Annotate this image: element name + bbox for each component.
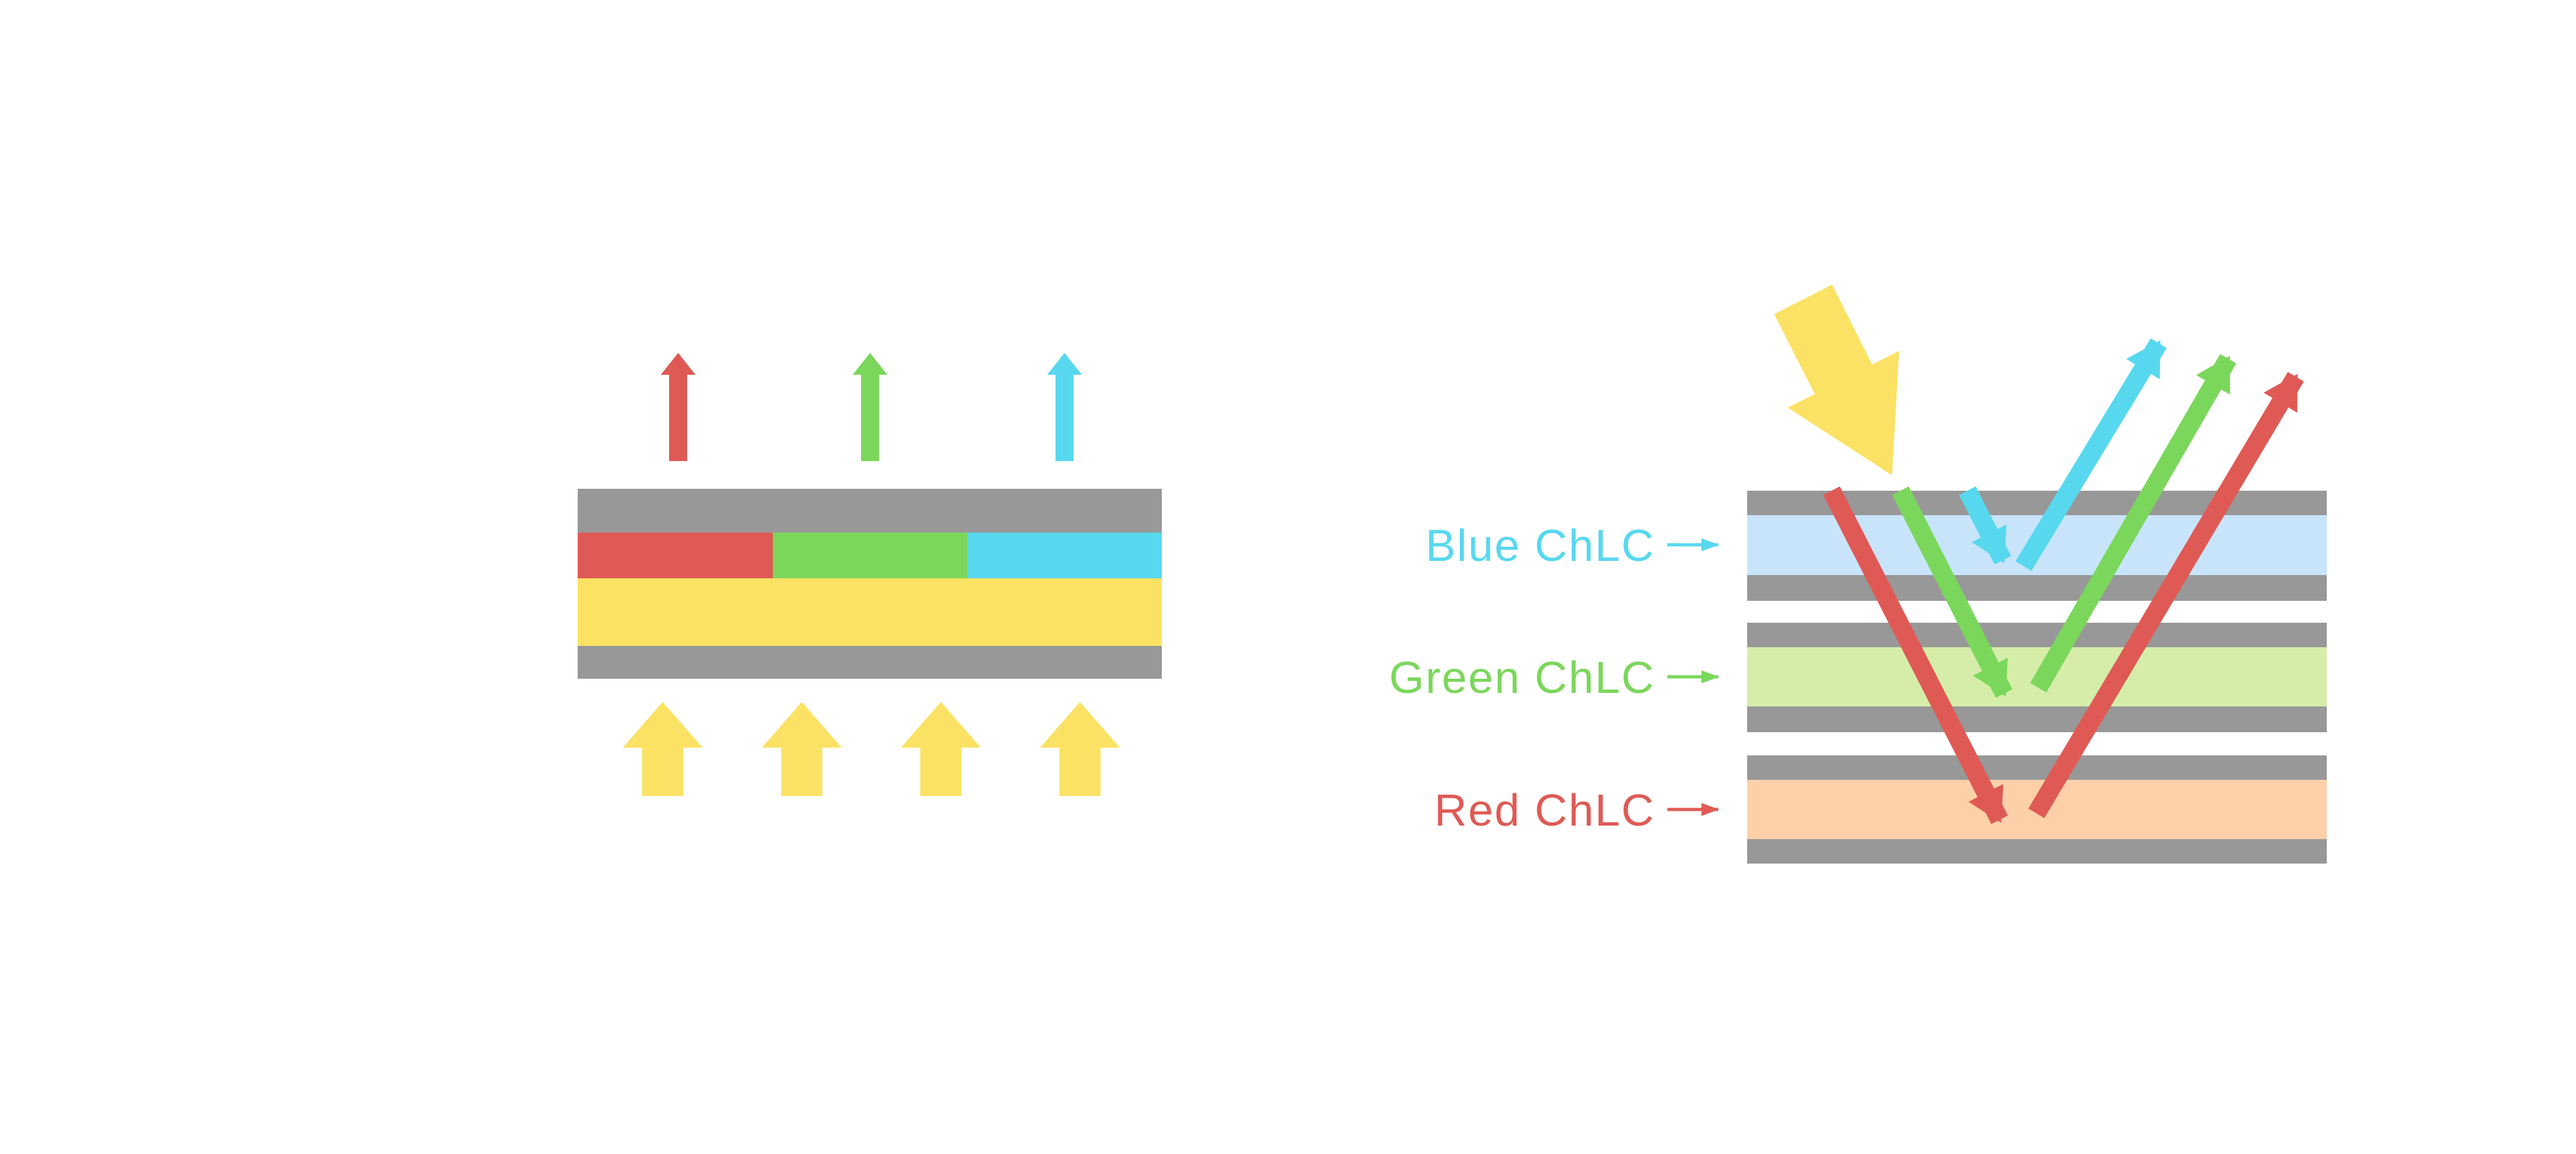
emitted-blue-arrow-head xyxy=(1047,353,1082,375)
blue-subpixel xyxy=(967,533,1162,578)
emitted-green-arrow-icon xyxy=(853,353,887,461)
red-cell-top-substrate xyxy=(1747,755,2327,780)
emitted-green-arrow-head xyxy=(853,353,887,375)
reflected-rays xyxy=(2015,338,2304,818)
blue-down-ray-icon xyxy=(1959,486,2011,565)
bottom-glass-layer xyxy=(578,646,1162,679)
backlit-display-stack xyxy=(578,489,1162,679)
red-subpixel xyxy=(578,533,773,578)
red-cell-bottom-substrate xyxy=(1747,839,2327,864)
backlight-arrows xyxy=(623,702,1120,796)
chlc-display-diagram: Blue ChLC Green ChLC Red ChLC xyxy=(1389,285,2327,864)
emitted-light-arrows xyxy=(661,353,1082,461)
emitted-blue-arrow-icon xyxy=(1047,353,1082,461)
transmitted-rays xyxy=(1823,486,2012,824)
green-cell-top-substrate xyxy=(1747,623,2327,647)
blue-cell-bottom-substrate xyxy=(1747,575,2327,601)
backlit-display-diagram xyxy=(578,353,1162,796)
backlight-arrow-icon-1 xyxy=(623,702,703,796)
emitted-red-arrow-icon xyxy=(661,353,696,461)
green-down-ray-icon xyxy=(1892,486,2012,698)
red-reflected-ray-icon xyxy=(2028,372,2304,818)
incident-light-arrow-icon xyxy=(1774,285,1899,475)
backlight-arrow-icon-3 xyxy=(901,702,981,796)
green-reflected-ray-icon xyxy=(2030,354,2237,693)
green-subpixel xyxy=(773,533,967,578)
blue-chlc-label: Blue ChLC xyxy=(1425,520,1655,571)
emitted-red-arrow-head xyxy=(661,353,696,375)
layer-labels: Blue ChLC Green ChLC Red ChLC xyxy=(1389,520,1719,835)
blue-reflected-ray-icon xyxy=(2015,338,2167,571)
green-chlc-label: Green ChLC xyxy=(1389,652,1655,703)
backlight-layer xyxy=(578,578,1162,646)
backlight-arrow-icon-2 xyxy=(762,702,842,796)
green-cell-bottom-substrate xyxy=(1747,706,2327,732)
backlight-arrow-icon-4 xyxy=(1040,702,1120,796)
red-chlc-label: Red ChLC xyxy=(1434,785,1655,835)
red-down-ray-icon xyxy=(1823,486,2008,824)
top-glass-layer xyxy=(578,489,1162,533)
